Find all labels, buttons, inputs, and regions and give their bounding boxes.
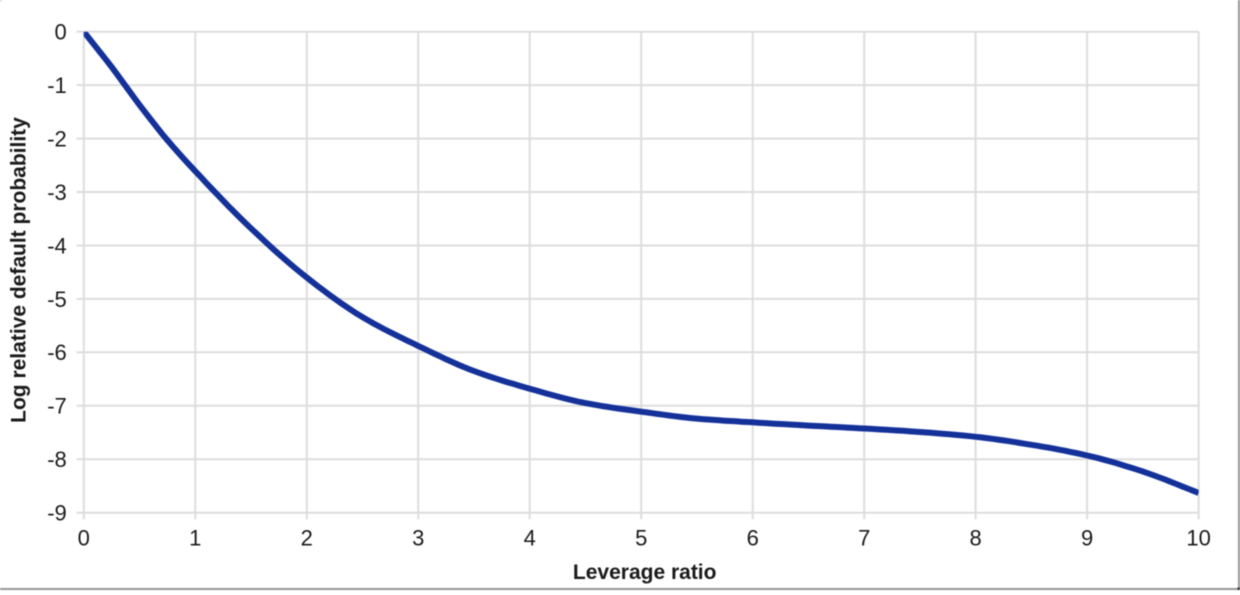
svg-text:4: 4 [524, 526, 536, 551]
svg-text:-4: -4 [47, 233, 67, 258]
svg-text:10: 10 [1186, 526, 1210, 551]
svg-text:-3: -3 [47, 180, 67, 205]
svg-text:6: 6 [747, 526, 759, 551]
svg-text:8: 8 [969, 526, 981, 551]
svg-text:-9: -9 [47, 501, 67, 526]
svg-text:1: 1 [189, 526, 201, 551]
svg-text:-8: -8 [47, 447, 67, 472]
svg-text:9: 9 [1081, 526, 1093, 551]
svg-text:-6: -6 [47, 340, 67, 365]
svg-text:0: 0 [78, 526, 90, 551]
svg-text:3: 3 [412, 526, 424, 551]
svg-text:-5: -5 [47, 287, 67, 312]
svg-text:-7: -7 [47, 394, 67, 419]
svg-text:2: 2 [301, 526, 313, 551]
svg-text:5: 5 [635, 526, 647, 551]
svg-text:0: 0 [55, 20, 67, 45]
svg-text:-1: -1 [47, 73, 67, 98]
svg-text:-2: -2 [47, 127, 67, 152]
svg-text:Leverage ratio: Leverage ratio [573, 561, 717, 584]
svg-text:Log relative default probabili: Log relative default probability [8, 117, 31, 423]
svg-text:7: 7 [858, 526, 870, 551]
